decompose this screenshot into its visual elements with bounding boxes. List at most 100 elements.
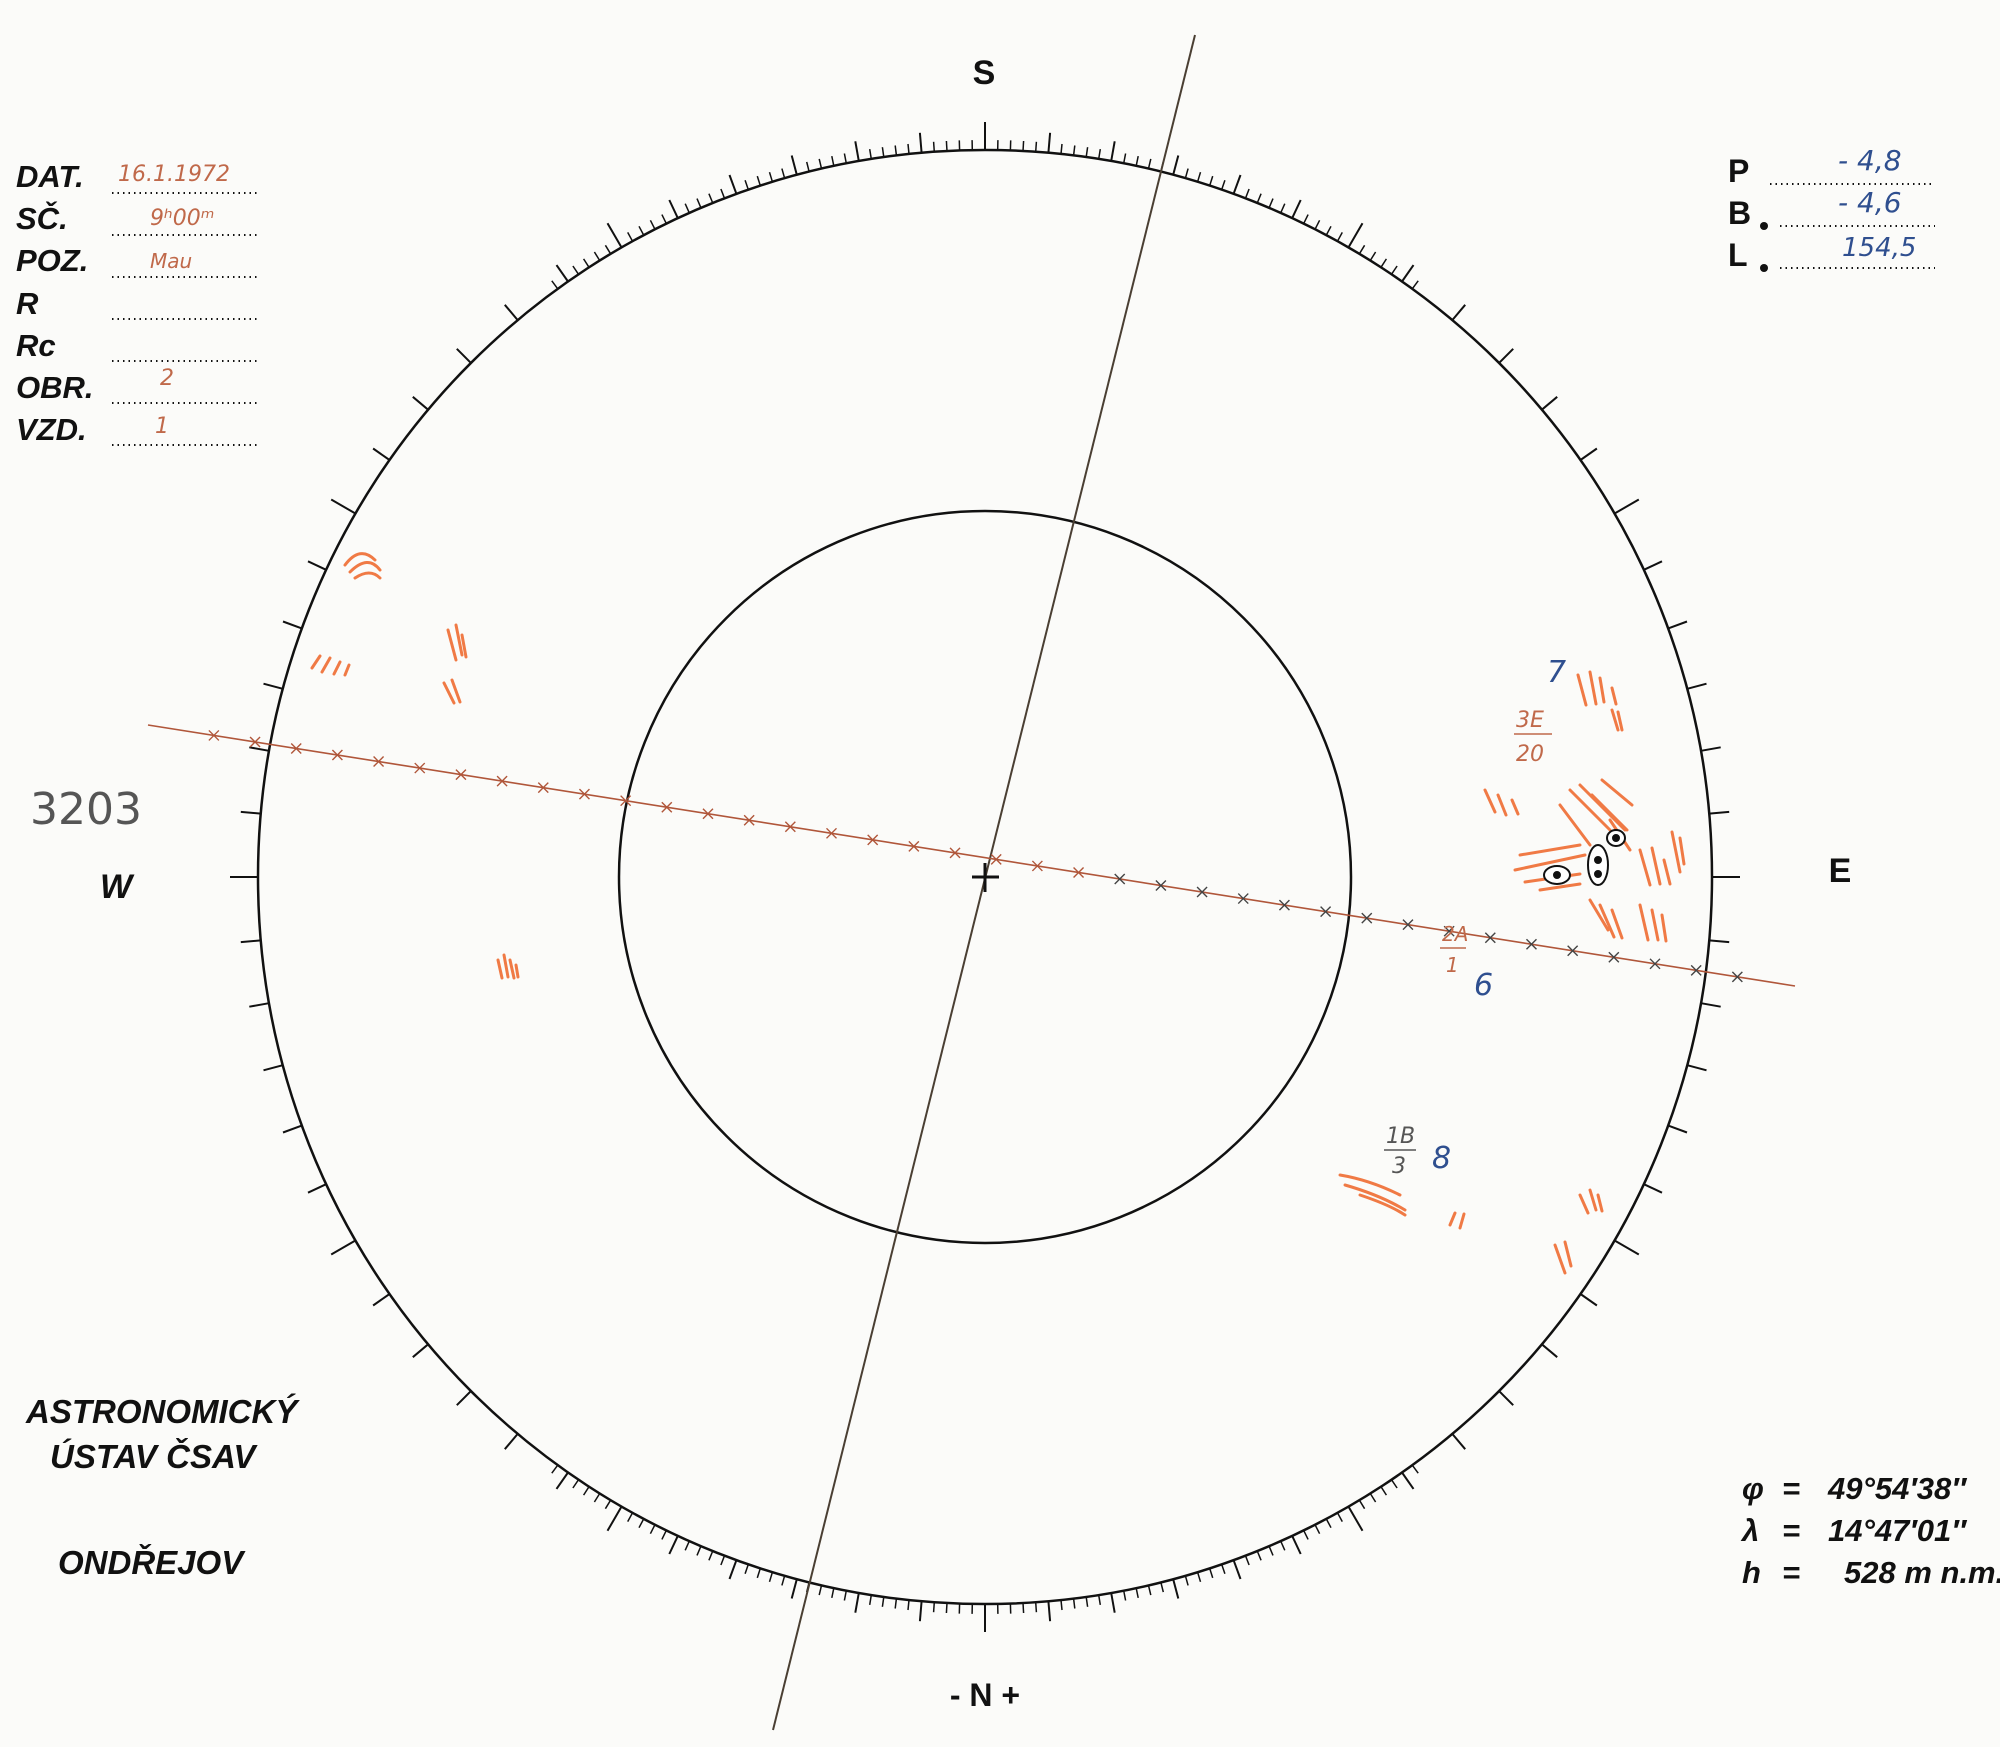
limb-minor-tick: [831, 155, 835, 167]
limb-major-tick: [1667, 620, 1688, 630]
limb-minor-tick: [932, 1602, 936, 1613]
region-8-area: 3: [1392, 1154, 1406, 1179]
limb-minor-tick: [582, 1486, 590, 1496]
equator-cross-mark: [1237, 893, 1249, 905]
limb-minor-tick: [1280, 1540, 1286, 1551]
limb-minor-tick: [843, 1590, 848, 1601]
limb-minor-tick: [1336, 232, 1343, 242]
limb-major-tick: [1709, 939, 1730, 944]
limb-major-tick: [1047, 1601, 1052, 1622]
limb-minor-tick: [1184, 168, 1189, 179]
limb-minor-tick: [1135, 1587, 1139, 1599]
limb-minor-tick: [1220, 1564, 1226, 1575]
limb-major-tick: [456, 1390, 472, 1406]
compass-south: S: [973, 54, 996, 92]
sunspot-group: [1543, 829, 1626, 886]
limb-minor-tick: [1411, 1464, 1419, 1474]
field-label-b0: B: [1728, 195, 1751, 231]
coord-longitude-label: λ: [1740, 1513, 1759, 1548]
limb-major-tick: [1579, 1293, 1598, 1307]
subscript-zero-b: [1760, 222, 1768, 230]
limb-major-tick: [555, 264, 569, 283]
equator-cross-mark: [1073, 866, 1085, 878]
limb-minor-tick: [818, 158, 823, 169]
equator-cross-mark: [1361, 912, 1373, 924]
limb-major-tick: [1614, 498, 1640, 515]
limb-major-tick: [249, 1002, 270, 1008]
limb-minor-tick: [604, 1499, 612, 1510]
equator-cross-mark: [1690, 964, 1702, 976]
limb-minor-tick: [1196, 1571, 1202, 1583]
region-number-7: 7: [1547, 655, 1566, 690]
field-value-vzd: 1: [155, 414, 169, 439]
limb-major-tick: [412, 1343, 429, 1358]
limb-minor-tick: [1390, 265, 1398, 275]
limb-minor-tick: [1303, 1530, 1309, 1540]
equator-cross-mark: [784, 821, 796, 833]
region-7-class: 3E: [1516, 708, 1544, 733]
limb-major-tick: [1643, 1183, 1663, 1194]
region-6-area: 1: [1446, 953, 1459, 977]
equator-cross-mark: [1320, 906, 1332, 918]
limb-major-tick: [854, 141, 860, 162]
limb-major-tick: [1451, 1433, 1466, 1450]
limb-minor-tick: [720, 188, 726, 199]
limb-major-tick: [1709, 810, 1730, 815]
limb-minor-tick: [1147, 158, 1152, 169]
equator-cross-mark: [1525, 938, 1537, 950]
limb-minor-tick: [881, 1596, 885, 1607]
limb-major-tick: [790, 155, 798, 176]
field-label-p: P: [1728, 153, 1749, 189]
limb-minor-tick: [831, 1587, 835, 1599]
limb-minor-tick: [781, 168, 786, 179]
equator-cross-mark: [1443, 925, 1455, 937]
limb-minor-tick: [1244, 1555, 1250, 1566]
sunspot-2: [1587, 844, 1609, 886]
limb-major-tick: [249, 746, 270, 752]
sunspot-umbra-2: [1594, 856, 1602, 864]
limb-major-tick: [1700, 746, 1721, 752]
limb-minor-tick: [551, 1464, 559, 1474]
limb-minor-tick: [720, 1555, 726, 1566]
limb-major-tick: [1401, 264, 1415, 283]
coord-latitude-label: φ: [1742, 1471, 1764, 1506]
field-value-obr: 2: [160, 366, 174, 391]
limb-minor-tick: [1268, 1545, 1274, 1556]
limb-major-tick: [282, 620, 303, 630]
equator-cross-mark: [702, 808, 714, 820]
limb-minor-tick: [881, 147, 885, 158]
limb-minor-tick: [1256, 1550, 1262, 1561]
limb-major-tick: [1172, 155, 1180, 176]
limb-major-tick: [1172, 1578, 1180, 1599]
equator-cross-mark: [1402, 919, 1414, 931]
equator-cross-mark: [743, 814, 755, 826]
limb-minor-tick: [768, 1571, 774, 1583]
station-coordinates: φ λ h = = = 49°54′38″ 14°47′01″ 528 m n.…: [1740, 1471, 2000, 1590]
plage-e-1: [1576, 670, 1624, 732]
limb-minor-tick: [638, 225, 645, 236]
equator-cross-mark: [455, 769, 467, 781]
limb-major-tick: [1110, 141, 1116, 162]
field-label-dat: DAT.: [16, 159, 84, 194]
limb-major-tick: [1498, 348, 1514, 364]
limb-minor-tick: [1147, 1585, 1152, 1596]
limb-minor-tick: [868, 1594, 873, 1606]
observatory-line-2: ÚSTAV ČSAV: [50, 1437, 258, 1475]
limb-major-tick: [330, 1239, 356, 1256]
plage-regions: [310, 552, 1686, 1275]
limb-minor-tick: [661, 214, 667, 224]
limb-major-tick: [1291, 199, 1302, 219]
limb-minor-tick: [1060, 143, 1063, 155]
plage-e-2: [1483, 788, 1520, 817]
limb-major-tick: [668, 199, 679, 219]
coord-height-label: h: [1742, 1555, 1761, 1590]
limb-major-tick: [918, 132, 923, 153]
region-8-class: 1B: [1386, 1124, 1415, 1149]
field-value-p: - 4,8: [1838, 144, 1902, 177]
observatory-location: ONDŘEJOV: [58, 1544, 246, 1581]
limb-minor-tick: [1184, 1575, 1189, 1586]
field-value-dat: 16.1.1972: [118, 162, 230, 187]
equator-cross-mark: [249, 736, 261, 748]
equator-cross-mark: [908, 840, 920, 852]
